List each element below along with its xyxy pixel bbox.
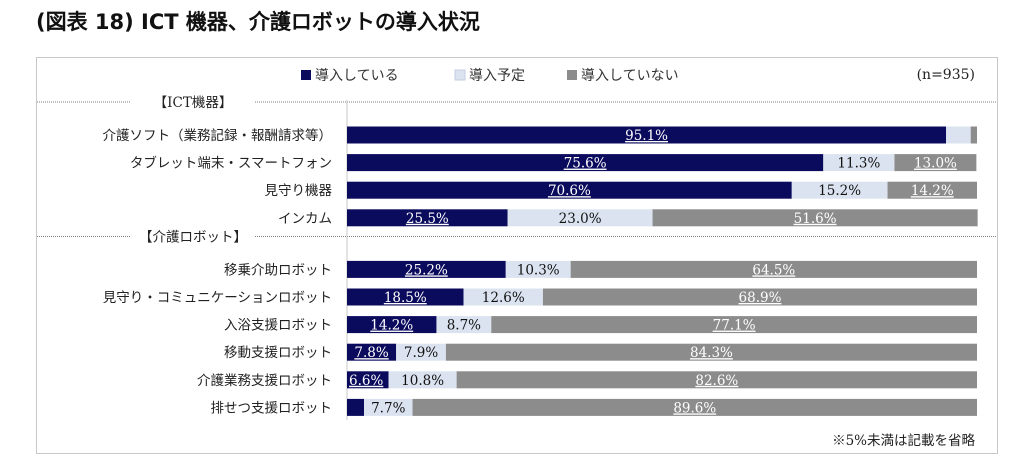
stacked-bar-chart: 導入している 導入予定 導入していない (n=935)【ICT機器】【介護ロボット】介…: [37, 67, 997, 449]
legend-label-3: 導入していない: [581, 68, 679, 84]
data-label-g2-r3-s3: 77.1%: [713, 318, 756, 334]
bar-g2-r4-s1: [347, 343, 397, 361]
category-label-g2-r1: 移乗介助ロボット: [224, 262, 332, 278]
data-label-g2-r1-s3: 64.5%: [752, 262, 795, 278]
group-label-2: 【介護ロボット】: [139, 229, 247, 245]
bar-g1-r2-s1: [347, 154, 824, 172]
bar-g1-r4-s1: [347, 209, 508, 227]
bar-g2-r1-s1: [347, 260, 506, 278]
bar-g1-r2-s3: [894, 154, 977, 172]
category-label-g2-r2: 見守り・コミュニケーションロボット: [103, 290, 332, 306]
data-label-g1-r2-s1: 75.6%: [564, 156, 607, 172]
sample-size: (n=935): [917, 67, 975, 83]
figure-title: (図表 18) ICT 機器、介護ロボットの導入状況: [36, 10, 480, 34]
category-label-g1-r1: 介護ソフト（業務記録・報酬請求等）: [103, 127, 333, 144]
data-label-g2-r1-s1: 25.2%: [405, 262, 448, 278]
data-label-g1-r1-s1: 95.1%: [625, 128, 668, 144]
data-label-g1-r2-s2: 11.3%: [837, 156, 880, 172]
data-label-g2-r4-s3: 84.3%: [690, 345, 733, 361]
category-label-g1-r2: タブレット端末・スマートフォン: [130, 155, 332, 172]
bar-g1-r1-s2: [946, 126, 971, 144]
bar-g2-r3-s1: [347, 316, 437, 334]
bar-g2-r4-s2: [396, 343, 446, 361]
data-label-g1-r3-s3: 14.2%: [911, 183, 954, 199]
category-label-g2-r6: 排せつ支援ロボット: [211, 400, 333, 416]
legend-swatch-1: [301, 70, 311, 80]
bar-g2-r5-s3: [456, 371, 977, 389]
bar-g1-r3-s3: [887, 181, 977, 199]
data-label-g2-r2-s2: 12.6%: [482, 290, 525, 306]
bar-g2-r6-s2: [364, 398, 413, 416]
data-label-g1-r4-s3: 51.6%: [794, 211, 837, 227]
data-label-g1-r3-s2: 15.2%: [818, 183, 861, 199]
bar-g1-r3-s2: [791, 181, 888, 199]
bar-g2-r5-s2: [388, 371, 457, 389]
data-label-g2-r3-s1: 14.2%: [370, 318, 413, 334]
data-label-g2-r4-s2: 7.9%: [404, 345, 438, 361]
bar-g2-r2-s3: [542, 288, 977, 306]
data-label-g1-r3-s1: 70.6%: [548, 183, 591, 199]
data-label-g2-r2-s3: 68.9%: [739, 290, 782, 306]
legend-label-1: 導入している: [315, 68, 399, 84]
bar-g2-r2-s2: [463, 288, 543, 306]
bar-g2-r3-s3: [491, 316, 977, 334]
bar-g2-r6-s3: [412, 398, 977, 416]
data-label-g1-r4-s1: 25.5%: [406, 211, 449, 227]
bar-g2-r5-s1: [347, 371, 389, 389]
bar-g2-r1-s3: [570, 260, 977, 278]
category-label-g2-r4: 移動支援ロボット: [224, 345, 332, 361]
bar-g2-r1-s2: [505, 260, 571, 278]
bar-g1-r1-s3: [970, 126, 977, 144]
data-label-g2-r5-s2: 10.8%: [401, 373, 444, 389]
bar-g2-r4-s3: [445, 343, 977, 361]
bar-g1-r4-s2: [507, 209, 653, 227]
data-label-g2-r4-s1: 7.8%: [354, 345, 388, 361]
data-label-g2-r3-s2: 8.7%: [447, 318, 481, 334]
data-label-g2-r2-s1: 18.5%: [384, 290, 427, 306]
bar-g1-r2-s2: [823, 154, 895, 172]
data-label-g2-r5-s1: 6.6%: [349, 373, 383, 389]
bar-g1-r1-s1: [347, 126, 947, 144]
category-label-g1-r3: 見守り機器: [265, 183, 333, 199]
footnote: ※5%未満は記載を省略: [832, 432, 975, 449]
category-label-g1-r4: インカム: [278, 211, 332, 227]
bar-g2-r6-s1: [347, 398, 365, 416]
bar-g1-r3-s1: [347, 181, 792, 199]
bar-g2-r2-s1: [347, 288, 464, 306]
bar-g2-r3-s2: [436, 316, 492, 334]
data-label-g2-r6-s2: 7.7%: [371, 400, 405, 416]
legend-swatch-2: [454, 69, 466, 81]
data-label-g2-r5-s3: 82.6%: [695, 373, 738, 389]
data-label-g1-r2-s3: 13.0%: [914, 156, 957, 172]
data-label-g2-r6-s3: 89.6%: [673, 400, 716, 416]
category-label-g2-r5: 介護業務支援ロボット: [197, 373, 332, 389]
data-label-g2-r1-s2: 10.3%: [517, 262, 560, 278]
data-label-g1-r4-s2: 23.0%: [559, 211, 602, 227]
group-label-1: 【ICT機器】: [154, 95, 233, 111]
legend-label-2: 導入予定: [469, 68, 525, 84]
category-label-g2-r3: 入浴支援ロボット: [224, 318, 332, 334]
legend-swatch-3: [567, 70, 577, 80]
bar-g1-r4-s3: [652, 209, 978, 227]
chart-frame: 導入している 導入予定 導入していない (n=935) 【ICT機器】 【介護ロボット】介…: [36, 57, 998, 454]
